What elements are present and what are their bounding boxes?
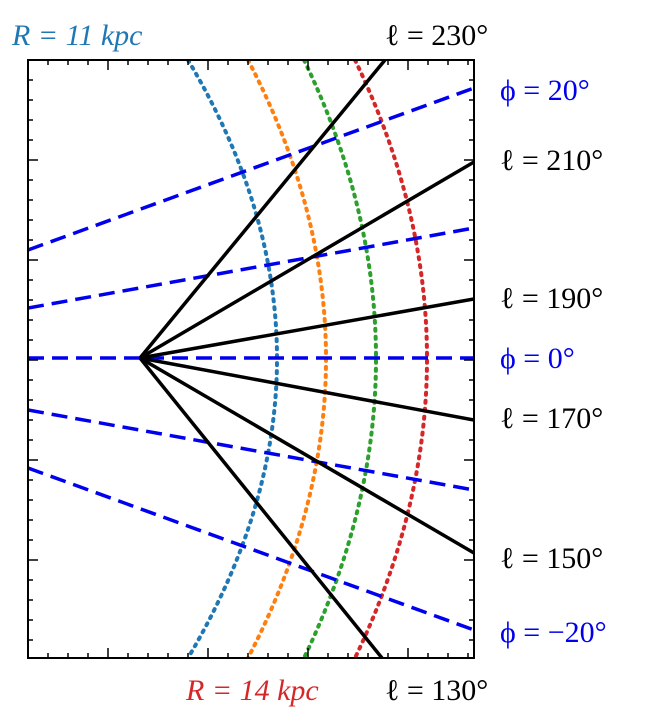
azimuth-line xyxy=(28,408,474,492)
radius-arc xyxy=(302,60,378,658)
azimuth-line xyxy=(28,466,474,632)
longitude-line xyxy=(139,297,474,360)
azimuth-label: ϕ = −20° xyxy=(500,616,607,649)
radius-label: R = 11 kpc xyxy=(11,19,142,52)
radius-label: R = 14 kpc xyxy=(185,674,319,707)
azimuth-lines xyxy=(28,86,474,632)
radius-arc xyxy=(353,60,429,658)
longitude-label: ℓ = 230° xyxy=(385,19,488,52)
longitude-label: ℓ = 150° xyxy=(500,542,603,575)
longitude-line xyxy=(138,60,387,360)
longitude-line xyxy=(138,356,384,658)
longitude-label: ℓ = 210° xyxy=(500,144,603,177)
longitude-label: ℓ = 130° xyxy=(385,674,488,707)
longitude-line xyxy=(139,356,474,555)
longitude-lines xyxy=(138,60,474,658)
azimuth-label: ϕ = 0° xyxy=(500,342,575,375)
longitude-label: ℓ = 170° xyxy=(500,402,603,435)
longitude-line xyxy=(139,356,474,422)
plot-area xyxy=(28,60,474,658)
longitude-line xyxy=(139,160,474,360)
frame xyxy=(27,59,475,659)
azimuth-label: ϕ = 20° xyxy=(500,74,590,107)
azimuth-line xyxy=(28,226,474,310)
ticks xyxy=(27,59,474,658)
longitude-label: ℓ = 190° xyxy=(500,282,603,315)
azimuth-line xyxy=(28,86,474,252)
